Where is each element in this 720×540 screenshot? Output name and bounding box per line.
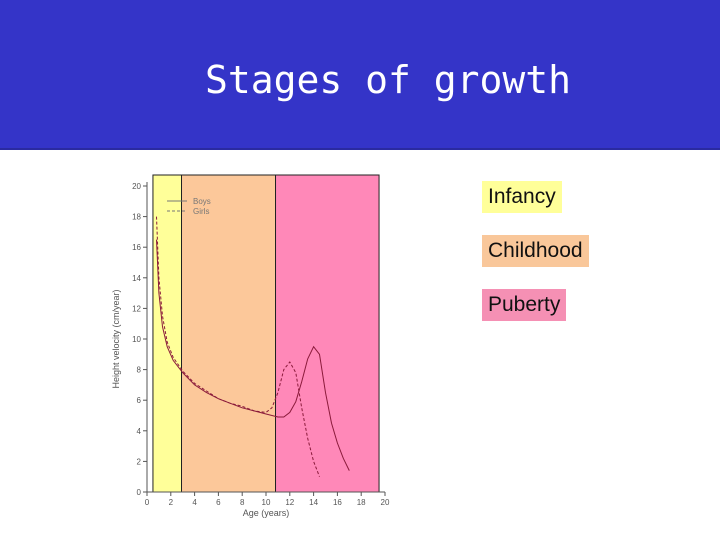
x-tick-label-12: 12	[285, 498, 294, 507]
y-tick-label-20: 20	[132, 182, 141, 191]
x-tick-label-18: 18	[357, 498, 366, 507]
y-tick-label-6: 6	[137, 396, 142, 405]
title-bar: Stages of growth	[0, 0, 720, 150]
x-tick-label-4: 4	[192, 498, 197, 507]
x-tick-label-0: 0	[145, 498, 150, 507]
x-tick-label-10: 10	[262, 498, 271, 507]
x-tick-label-20: 20	[381, 498, 390, 507]
y-tick-label-4: 4	[137, 427, 142, 436]
legend-label-boys: Boys	[193, 197, 211, 206]
growth-chart: 0 2 4 6 8 10 12 14 16 18 20 0 2 4 6 8 10 12 14 16 18 20 Age (y…	[105, 170, 400, 530]
x-tick-label-14: 14	[309, 498, 318, 507]
x-tick-label-2: 2	[169, 498, 174, 507]
y-tick-label-8: 8	[137, 366, 142, 375]
legend-label-girls: Girls	[193, 207, 209, 216]
x-tick-label-6: 6	[216, 498, 221, 507]
band-childhood	[181, 174, 277, 493]
page-title: Stages of growth	[205, 58, 572, 102]
y-tick-label-2: 2	[137, 457, 142, 466]
x-axis-label: Age (years)	[243, 508, 290, 518]
y-tick-label-12: 12	[132, 304, 141, 313]
y-tick-label-16: 16	[132, 243, 141, 252]
legend-infancy: Infancy	[482, 181, 562, 213]
y-axis-label: Height velocity (cm/year)	[111, 289, 121, 388]
x-tick-label-16: 16	[333, 498, 342, 507]
y-tick-label-18: 18	[132, 213, 141, 222]
legend-childhood: Childhood	[482, 235, 589, 267]
band-infancy	[152, 174, 183, 493]
band-puberty	[275, 174, 380, 493]
growth-chart-svg: 0 2 4 6 8 10 12 14 16 18 20 0 2 4 6 8 10 12 14 16 18 20 Age (y…	[111, 174, 390, 518]
series-line-boys	[156, 239, 350, 471]
y-tick-label-10: 10	[132, 335, 141, 344]
y-tick-label-0: 0	[137, 488, 142, 497]
x-tick-label-8: 8	[240, 498, 245, 507]
legend-puberty: Puberty	[482, 289, 567, 321]
series-line-girls	[156, 216, 320, 477]
y-tick-label-14: 14	[132, 274, 141, 283]
